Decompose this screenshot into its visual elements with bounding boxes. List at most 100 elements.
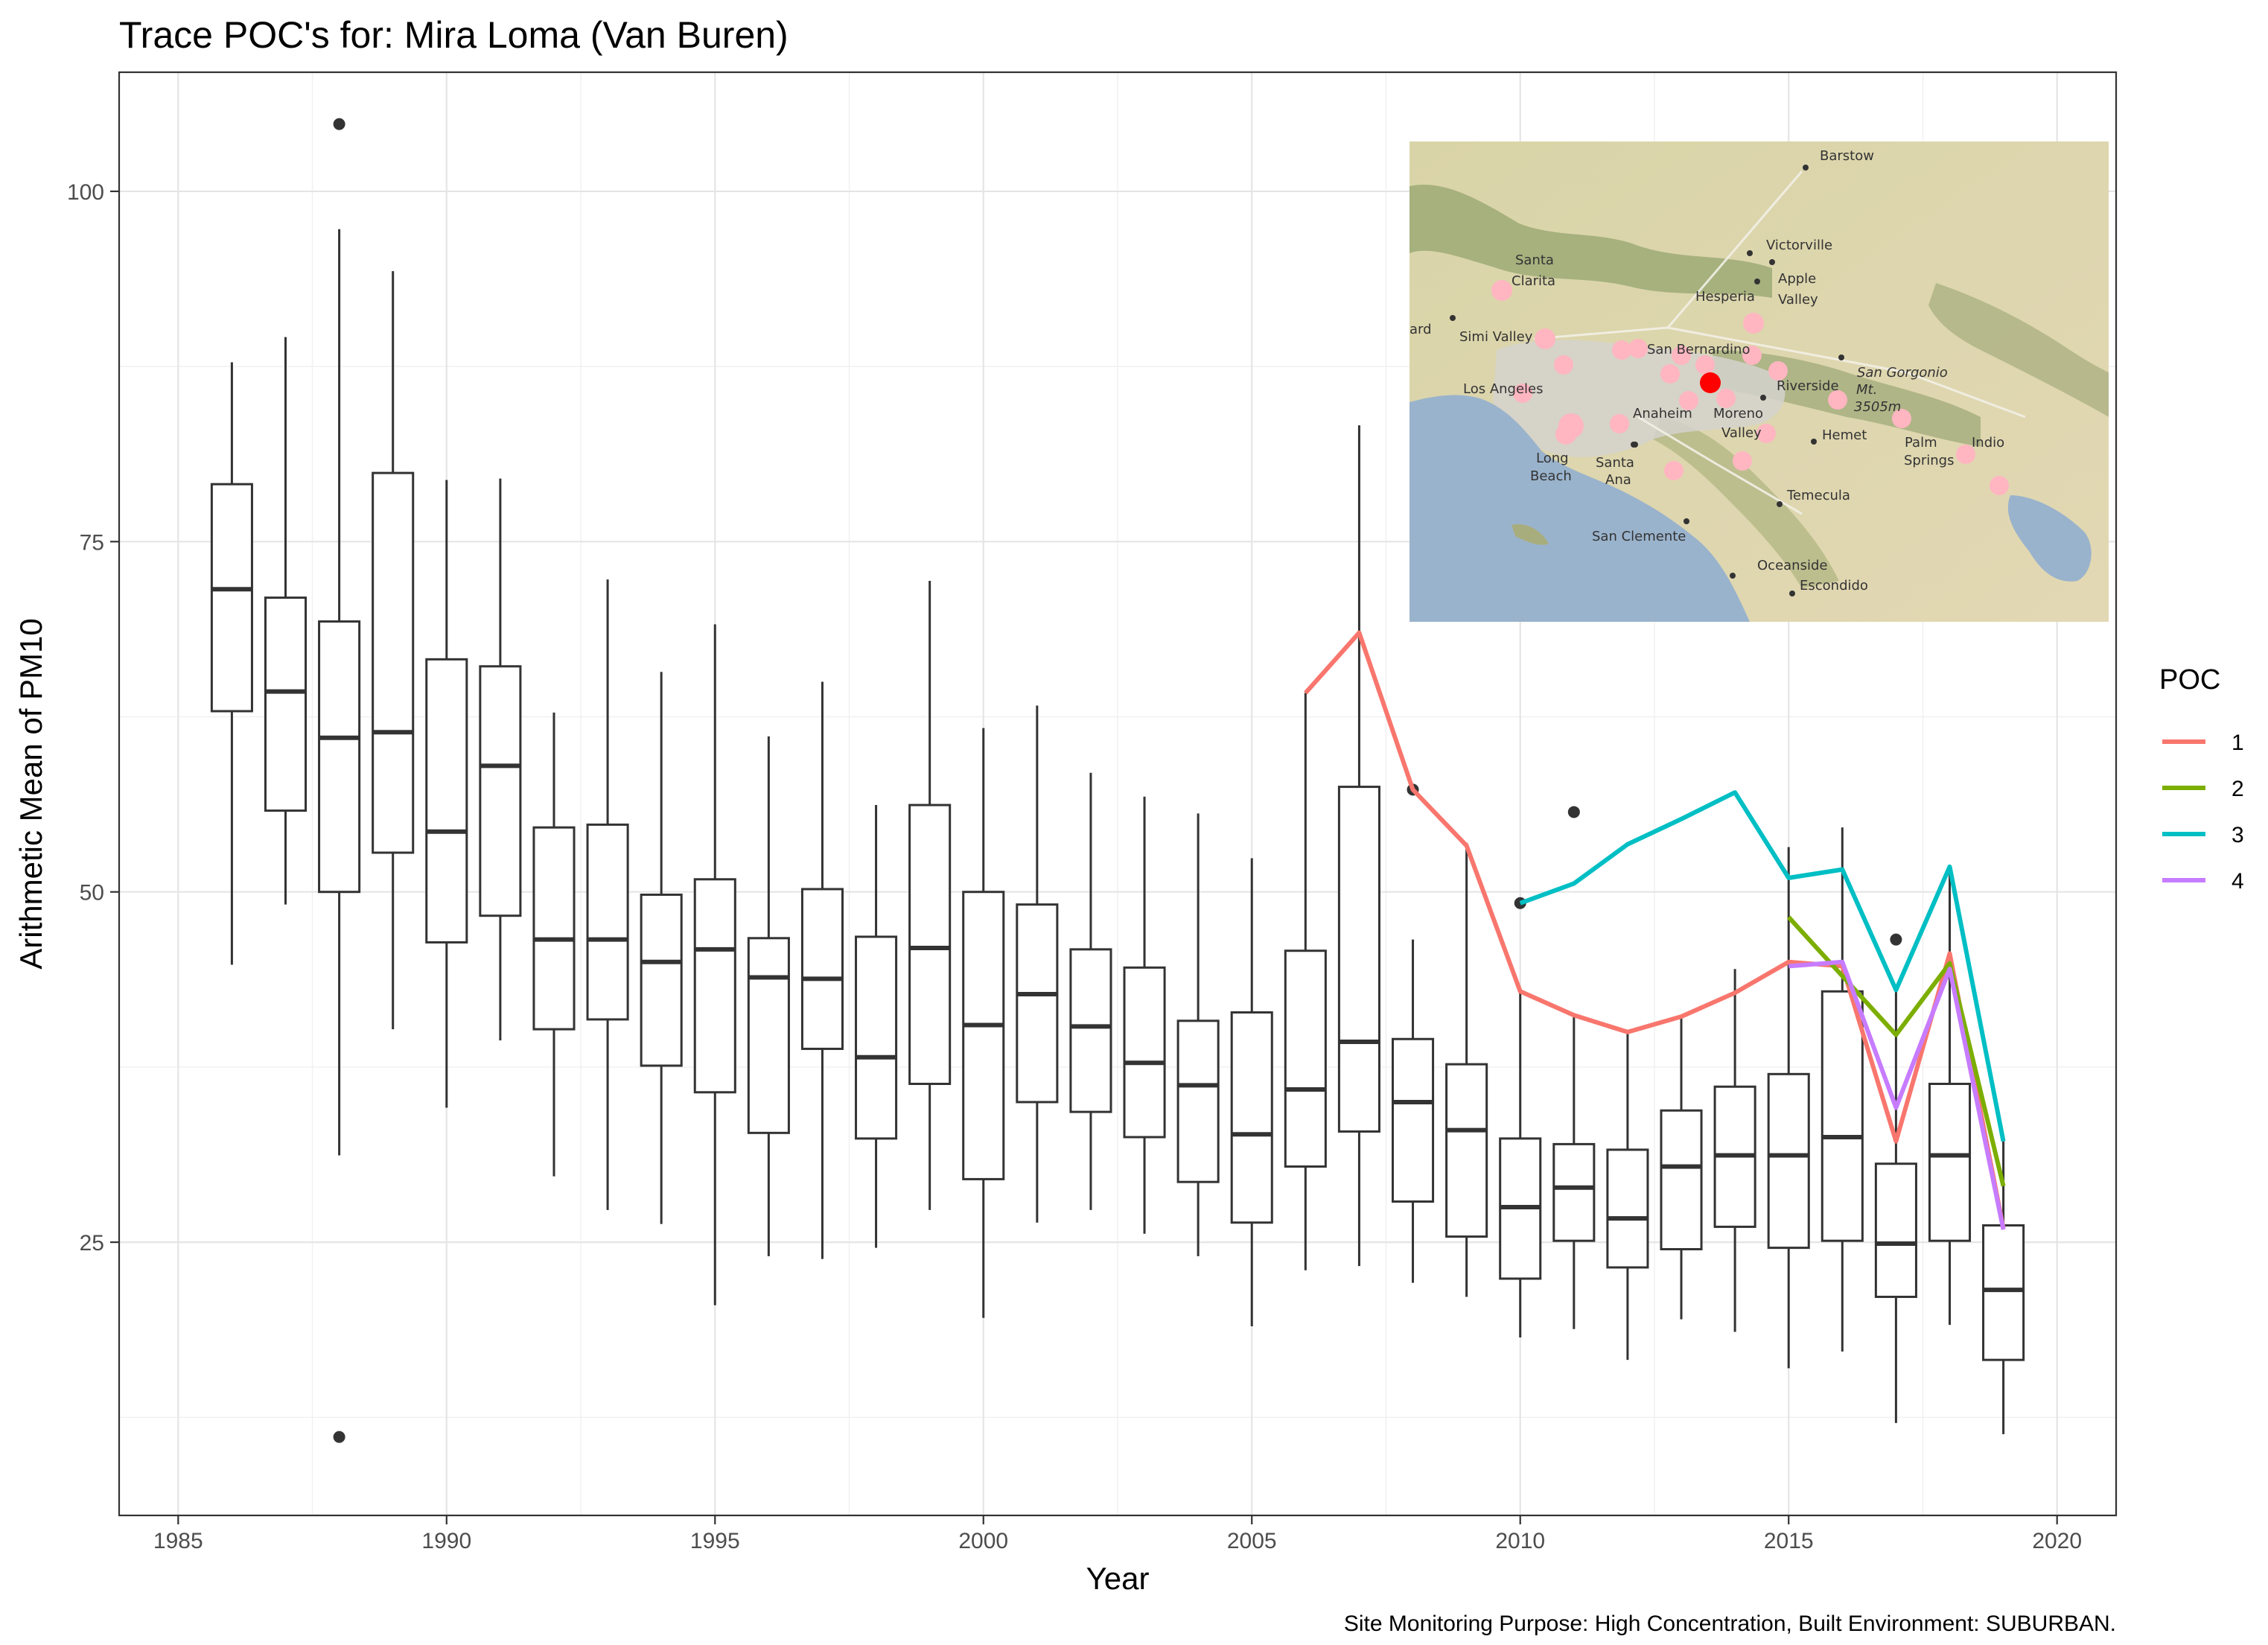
box-iqr [1874, 1162, 1917, 1298]
box-iqr [1391, 1037, 1435, 1203]
box-layer [210, 118, 2025, 1443]
x-axis: 1985 1990 1995 2000 2005 2010 2015 2020 [153, 1515, 2082, 1553]
map-ocean [1409, 395, 1750, 622]
box-1995 [693, 624, 736, 1305]
map-label: Springs [1904, 453, 1954, 468]
outlier-point [333, 1431, 345, 1443]
box-iqr [1176, 1019, 1220, 1183]
map-label: San Clemente [1592, 529, 1686, 544]
map-mountains-east [1928, 283, 2109, 417]
map-label: Anaheim [1633, 406, 1692, 421]
box-1996 [747, 736, 790, 1256]
map-label: ard [1409, 322, 1432, 337]
poc-line-layer [1304, 630, 2006, 1230]
legend: POC 1 2 3 4 [2159, 664, 2244, 894]
map-label: Apple [1778, 271, 1816, 287]
box-iqr [1123, 966, 1166, 1139]
box-2018 [1928, 872, 1972, 1326]
box-1989 [372, 271, 415, 1030]
box-iqr [1069, 948, 1112, 1113]
map-label: Simi Valley [1459, 329, 1533, 345]
box-1999 [908, 581, 952, 1210]
poc-line-3 [1519, 790, 2006, 1142]
box-iqr [532, 826, 576, 1031]
box-iqr [1230, 1011, 1273, 1224]
y-tick-label: 25 [80, 1231, 104, 1256]
box-1987 [264, 337, 308, 905]
x-tick-label: 1985 [153, 1529, 203, 1553]
poc-line-2 [1786, 915, 2006, 1187]
box-1992 [532, 712, 576, 1177]
x-tick-label: 1995 [690, 1529, 740, 1553]
outlier-point [1567, 806, 1580, 818]
box-iqr [479, 665, 522, 917]
box-iqr [1016, 903, 1059, 1104]
x-tick-label: 2000 [958, 1529, 1008, 1553]
box-iqr [1660, 1109, 1703, 1251]
box-iqr [372, 471, 415, 854]
y-tick-label: 100 [67, 180, 104, 205]
x-tick-label: 2020 [2032, 1529, 2082, 1553]
box-2008 [1391, 783, 1435, 1283]
x-tick-label: 2015 [1764, 1529, 1814, 1553]
legend-label-3: 3 [2232, 823, 2244, 847]
y-tick-label: 75 [80, 530, 104, 555]
box-iqr [800, 888, 844, 1050]
box-iqr [425, 658, 468, 944]
outlier-point [1890, 933, 1902, 946]
box-iqr [1767, 1072, 1810, 1250]
box-iqr [1928, 1082, 1972, 1242]
map-label: Santa [1596, 455, 1634, 471]
caption: Site Monitoring Purpose: High Concentrat… [1344, 1611, 2116, 1636]
map-current-site [1700, 372, 1721, 393]
box-iqr [264, 596, 308, 812]
map-mountains-north [1409, 185, 1772, 298]
map-label: Palm [1905, 435, 1937, 451]
map-label: Hesperia [1695, 289, 1755, 305]
inset-map: Barstow Victorville Santa Clarita Apple Valle… [1409, 141, 2109, 622]
outlier-point [333, 118, 345, 130]
box-iqr [747, 937, 790, 1134]
box-iqr [586, 823, 629, 1021]
map-label: Oceanside [1757, 558, 1827, 573]
map-label: Victorville [1766, 238, 1832, 253]
y-axis-title: Arithmetic Mean of PM10 [13, 618, 48, 970]
map-label: Hemet [1822, 427, 1867, 443]
map-label: San Gorgonio [1857, 365, 1948, 381]
poc-line-1 [1304, 630, 2006, 1229]
box-1990 [425, 480, 468, 1108]
box-2016 [1821, 827, 1864, 1352]
box-iqr [1445, 1063, 1488, 1238]
map-lake [2007, 495, 2092, 582]
box-2002 [1069, 772, 1112, 1210]
box-iqr [855, 935, 898, 1140]
map-label: Indio [1972, 435, 2004, 451]
box-2001 [1016, 705, 1059, 1223]
box-2014 [1713, 969, 1756, 1332]
panel-border [118, 71, 2118, 1517]
map-roads [1533, 171, 2026, 515]
box-1998 [855, 805, 898, 1248]
box-2004 [1176, 813, 1220, 1256]
map-label: Mt. [1856, 382, 1877, 398]
y-axis: 25 50 75 100 [67, 180, 119, 1256]
box-iqr [1821, 990, 1864, 1242]
map-label: Ana [1605, 472, 1631, 488]
box-iqr [640, 893, 683, 1067]
map-label: Valley [1721, 425, 1762, 441]
legend-label-4: 4 [2232, 869, 2244, 894]
map-other-sites [1491, 280, 2009, 495]
map-label: Moreno [1713, 406, 1763, 421]
legend-label-2: 2 [2232, 777, 2244, 801]
box-1997 [800, 681, 844, 1259]
map-label: San Bernardino [1647, 342, 1750, 357]
box-2017 [1874, 933, 1917, 1423]
x-axis-title: Year [1086, 1561, 1150, 1596]
x-tick-label: 2005 [1227, 1529, 1277, 1553]
box-2012 [1606, 1031, 1649, 1361]
map-label: Clarita [1512, 273, 1555, 289]
legend-title: POC [2159, 664, 2220, 696]
box-2011 [1552, 806, 1596, 1329]
map-island [1512, 524, 1549, 545]
map-mountains-santa-ana [1653, 417, 1839, 588]
